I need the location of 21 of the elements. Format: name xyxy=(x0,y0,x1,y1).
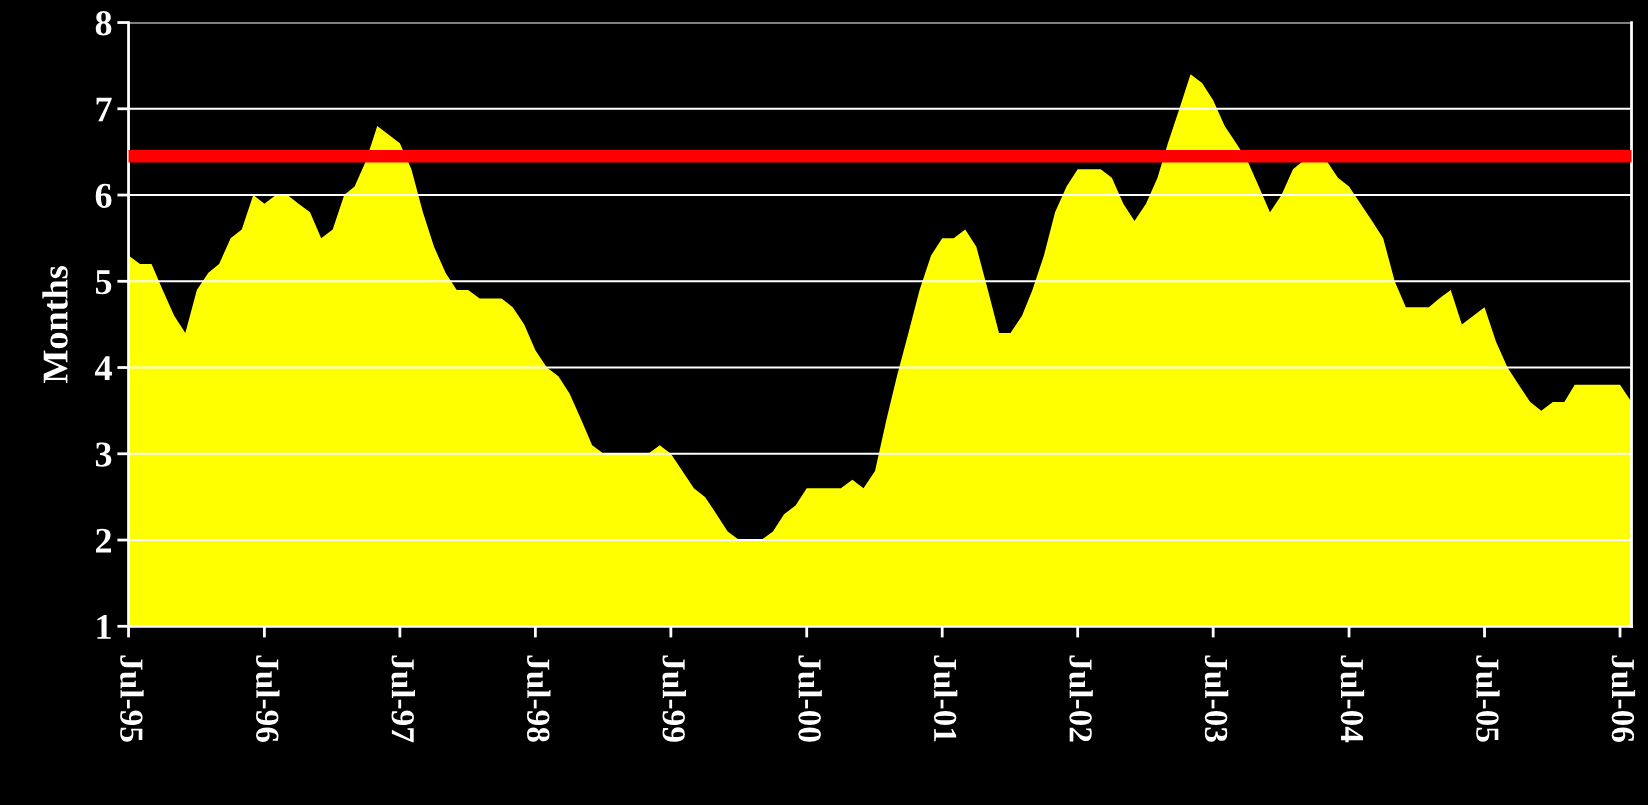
y-axis-title: Months xyxy=(42,266,68,383)
x-tick-label: Jul-99 xyxy=(662,655,686,742)
y-tick-label: 7 xyxy=(96,97,112,122)
y-tick-label: 2 xyxy=(96,528,112,553)
x-tick-label: Jul-00 xyxy=(798,655,822,742)
y-tick-label: 5 xyxy=(95,270,112,295)
x-tick-label: Jul-03 xyxy=(1204,655,1229,742)
y-tick-label: 4 xyxy=(95,356,112,381)
x-tick-label: Jul-98 xyxy=(526,655,551,742)
y-tick-label: 1 xyxy=(97,614,111,639)
y-tick-label: 8 xyxy=(95,11,112,36)
y-tick-label: 3 xyxy=(95,442,112,467)
x-tick-label: Jul-95 xyxy=(120,655,144,742)
x-tick-label: Jul-05 xyxy=(1476,655,1500,742)
x-tick-label: Jul-96 xyxy=(255,655,280,742)
y-tick-label: 6 xyxy=(95,183,112,208)
x-tick-label: Jul-04 xyxy=(1340,655,1365,743)
x-tick-label: Jul-97 xyxy=(391,655,415,743)
x-tick-label: Jul-01 xyxy=(933,655,958,742)
x-tick-label: Jul-06 xyxy=(1611,655,1636,742)
x-tick-label: Jul-02 xyxy=(1069,655,1093,742)
